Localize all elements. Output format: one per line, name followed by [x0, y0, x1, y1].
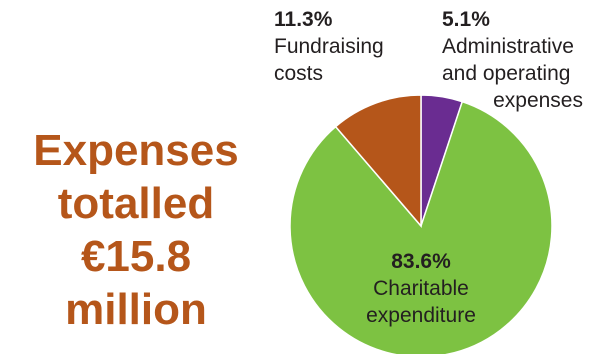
headline-line-4: million	[65, 285, 207, 334]
slice-pct-charitable: 83.6%	[391, 250, 451, 273]
slice-name-administrative-line-1: Administrative	[442, 35, 574, 58]
slice-pct-fundraising: 11.3%	[274, 8, 333, 31]
pie-slices	[289, 94, 553, 354]
slice-pct-administrative: 5.1%	[442, 8, 490, 31]
slice-name-fundraising-line-2: costs	[274, 62, 323, 85]
slice-name-administrative-line-3: expenses	[493, 89, 583, 112]
slice-name-administrative-line-2: and operating	[442, 62, 570, 85]
headline-line-3: €15.8	[80, 232, 192, 281]
slice-name-charitable-line-1: Charitable	[373, 277, 469, 300]
slice-name-charitable-line-2: expenditure	[366, 304, 476, 327]
slice-charitable	[289, 100, 553, 354]
headline-line-2: totalled	[57, 179, 215, 228]
slice-name-fundraising-line-1: Fundraising	[274, 35, 384, 58]
headline: Expenses totalled €15.8 million	[12, 124, 260, 336]
headline-line-1: Expenses	[33, 126, 239, 175]
slice-fundraising	[334, 94, 422, 229]
